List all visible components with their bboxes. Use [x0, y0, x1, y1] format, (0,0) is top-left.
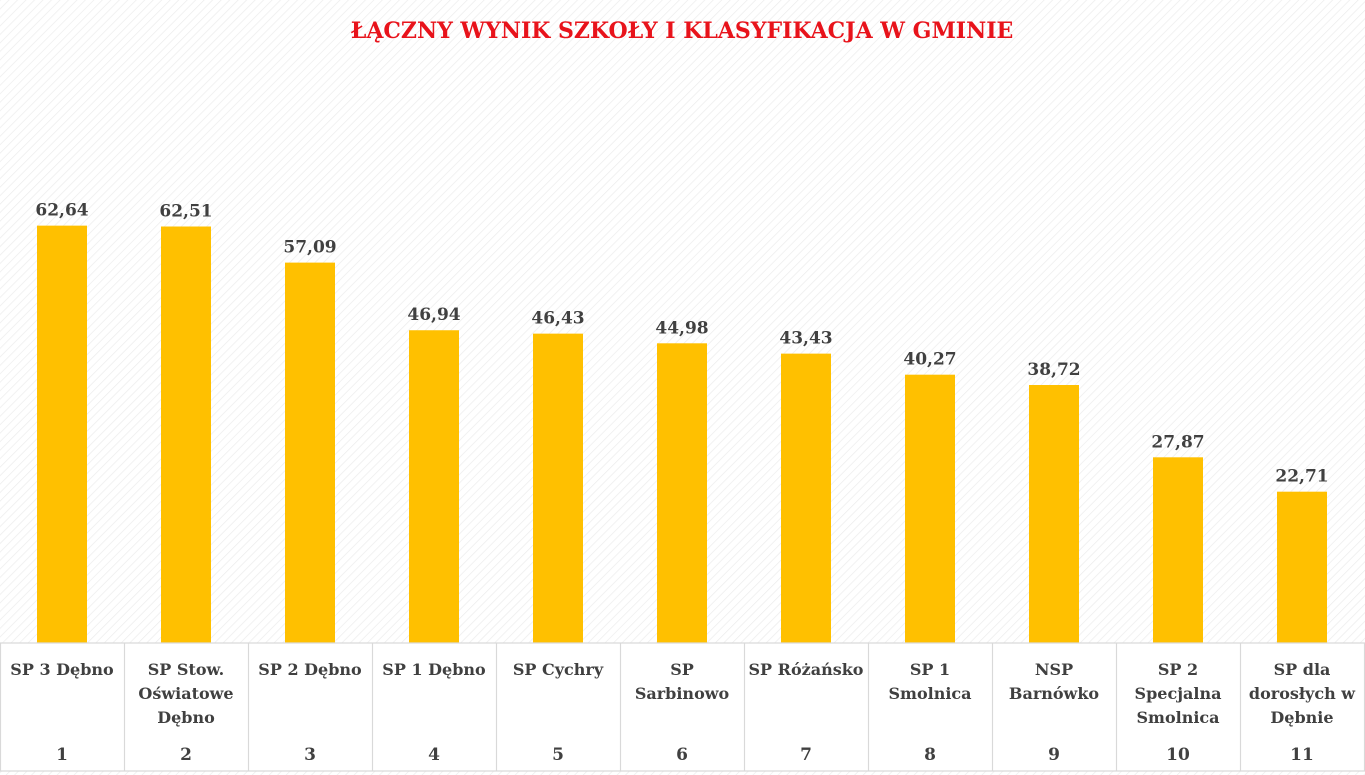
category-label-line: Smolnica	[888, 684, 971, 703]
category-label: SP 2 Dębno	[258, 660, 362, 679]
category-label-line: NSP	[1035, 660, 1073, 679]
bar	[37, 225, 87, 643]
category-label: SP 2 Specjalna Smolnica	[1135, 660, 1222, 727]
category-label: SP Sarbinowo	[635, 660, 730, 703]
plot-area: 62,64 62,51 57,09 46,94 46,43 44,98 43,43 40,27…	[35, 201, 1329, 643]
category-label-line: SP 2 Dębno	[258, 660, 362, 679]
value-label: 62,64	[35, 201, 88, 221]
rank-label: 10	[1166, 745, 1190, 765]
value-label: 43,43	[779, 329, 832, 349]
category-label-line: Oświatowe	[138, 684, 233, 703]
category-label-line: Barnówko	[1009, 684, 1099, 703]
category-label: NSP Barnówko	[1009, 660, 1099, 703]
category-label-line: Sarbinowo	[635, 684, 730, 703]
chart-title: ŁĄCZNY WYNIK SZKOŁY I KLASYFIKACJA W GMI…	[351, 18, 1014, 44]
value-label: 62,51	[159, 202, 212, 222]
rank-label: 11	[1290, 745, 1314, 765]
value-label: 57,09	[283, 238, 336, 258]
category-table: SP 3 Dębno 1 SP Stow. Oświatowe Dębno 2 SP 2 D…	[0, 642, 1365, 772]
bar	[905, 374, 955, 643]
category-label-line: Dębnie	[1270, 708, 1333, 727]
bar	[657, 343, 707, 643]
category-label: SP Stow. Oświatowe Dębno	[138, 660, 233, 727]
value-label: 27,87	[1151, 432, 1204, 452]
rank-label: 2	[180, 745, 192, 765]
bar	[161, 226, 211, 643]
category-label-line: SP	[670, 660, 694, 679]
bar	[1277, 491, 1327, 643]
category-label-line: SP Cychry	[513, 660, 604, 679]
value-label: 38,72	[1027, 360, 1080, 380]
bar	[781, 353, 831, 643]
category-label: SP 1 Smolnica	[888, 660, 971, 703]
rank-label: 4	[428, 745, 440, 765]
rank-label: 9	[1048, 745, 1060, 765]
rank-label: 1	[56, 745, 68, 765]
value-label: 22,71	[1275, 467, 1328, 487]
bar	[285, 262, 335, 643]
bar	[1029, 385, 1079, 643]
table-background	[0, 643, 1365, 771]
rank-label: 5	[552, 745, 564, 765]
category-label-line: dorosłych w	[1249, 684, 1356, 703]
category-label-line: SP Różańsko	[749, 660, 864, 679]
category-label: SP 3 Dębno	[10, 660, 114, 679]
category-label-line: SP Stow.	[148, 660, 225, 679]
category-label: SP Różańsko	[749, 660, 864, 679]
category-label-line: SP 2	[1158, 660, 1198, 679]
category-label-line: Dębno	[157, 708, 215, 727]
category-label: SP 1 Dębno	[382, 660, 486, 679]
category-label-line: SP dla	[1274, 660, 1331, 679]
category-label-line: SP 1	[910, 660, 950, 679]
bar	[1153, 457, 1203, 643]
category-label-line: SP 3 Dębno	[10, 660, 114, 679]
bar	[533, 333, 583, 643]
bar	[409, 330, 459, 643]
category-label: SP dla dorosłych w Dębnie	[1249, 660, 1356, 727]
rank-label: 3	[304, 745, 316, 765]
rank-label: 7	[800, 745, 812, 765]
rank-label: 6	[676, 745, 688, 765]
category-label-line: Smolnica	[1136, 708, 1219, 727]
category-label-line: Specjalna	[1135, 684, 1222, 703]
value-label: 46,94	[407, 305, 460, 325]
value-label: 46,43	[531, 309, 584, 329]
category-label: SP Cychry	[513, 660, 604, 679]
category-label-line: SP 1 Dębno	[382, 660, 486, 679]
value-label: 44,98	[655, 318, 708, 338]
value-label: 40,27	[903, 350, 956, 370]
rank-label: 8	[924, 745, 936, 765]
